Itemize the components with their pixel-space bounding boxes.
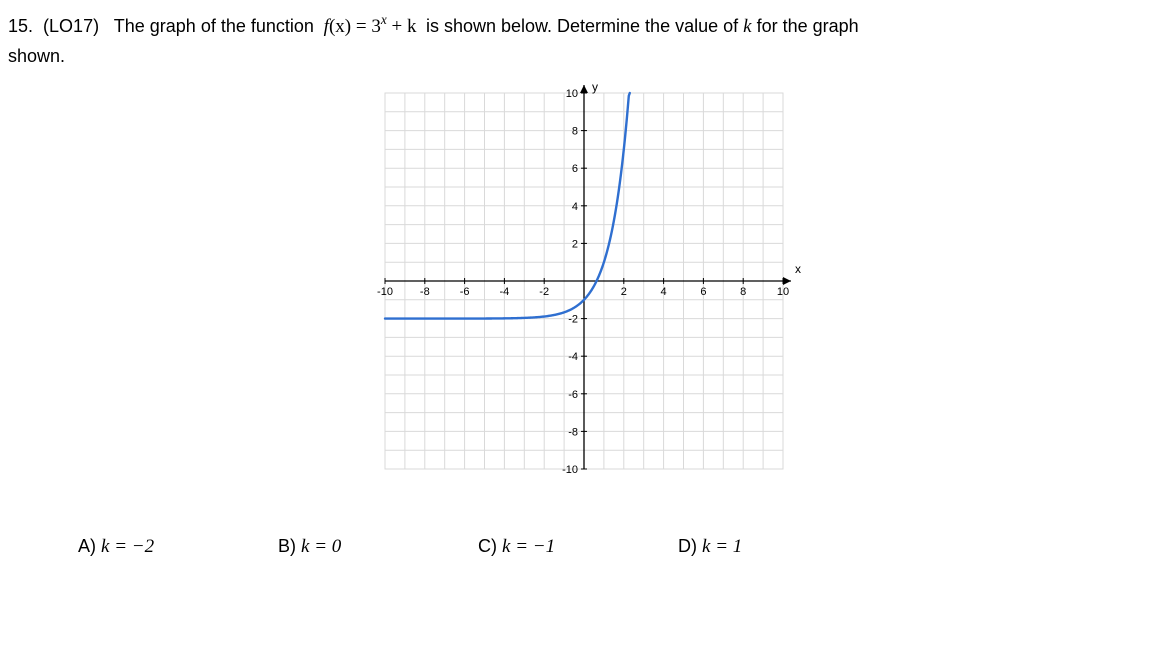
question-text-before: The graph of the function	[114, 16, 314, 36]
svg-text:-6: -6	[568, 389, 578, 401]
answer-a-lead: A)	[78, 536, 96, 556]
svg-text:-4: -4	[500, 286, 510, 298]
svg-text:2: 2	[572, 239, 578, 251]
svg-text:-2: -2	[568, 314, 578, 326]
answer-b: B) k = 0	[278, 536, 478, 558]
answer-a-math: k = −2	[101, 536, 154, 557]
svg-text:4: 4	[661, 286, 667, 298]
svg-text:-6: -6	[460, 286, 470, 298]
svg-text:x: x	[795, 262, 801, 276]
svg-text:-4: -4	[568, 351, 578, 363]
formula-tail: + k	[387, 16, 417, 37]
svg-text:10: 10	[566, 88, 578, 100]
svg-text:8: 8	[740, 286, 746, 298]
answer-c: C) k = −1	[478, 536, 678, 558]
answer-d-math: k = 1	[702, 536, 742, 557]
svg-text:4: 4	[572, 201, 578, 213]
svg-text:8: 8	[572, 126, 578, 138]
question-var-k: k	[743, 16, 751, 37]
answer-c-math: k = −1	[502, 536, 555, 557]
chart-svg: -10 -8 -6 -4 -2 2 4 6 8 10 -10 -8 -6 -4 -2 2 4 6 8 10 x y	[373, 81, 803, 481]
answer-d-lead: D)	[678, 536, 697, 556]
answer-b-lead: B)	[278, 536, 296, 556]
svg-text:2: 2	[621, 286, 627, 298]
question-text: 15. (LO17) The graph of the function f(x…	[8, 12, 1168, 71]
svg-text:-10: -10	[562, 464, 578, 476]
svg-text:-10: -10	[377, 286, 393, 298]
formula-sup: x	[381, 12, 387, 27]
answer-b-math: k = 0	[301, 536, 341, 557]
question-formula: f(x) = 3x + k	[319, 16, 426, 37]
svg-text:6: 6	[572, 163, 578, 175]
svg-text:10: 10	[777, 286, 789, 298]
svg-text:-8: -8	[420, 286, 430, 298]
chart-area: -10 -8 -6 -4 -2 2 4 6 8 10 -10 -8 -6 -4 -2 2 4 6 8 10 x y	[8, 81, 1168, 486]
svg-text:-8: -8	[568, 427, 578, 439]
svg-text:6: 6	[700, 286, 706, 298]
question-text-line2: shown.	[8, 46, 65, 66]
svg-text:y: y	[592, 81, 598, 94]
question-code: (LO17)	[43, 16, 99, 36]
answer-c-lead: C)	[478, 536, 497, 556]
answer-a: A) k = −2	[78, 536, 278, 558]
question-text-after: for the graph	[757, 16, 859, 36]
question-text-mid: is shown below. Determine the value of	[426, 16, 738, 36]
question-number: 15.	[8, 16, 33, 36]
formula-body: (x) = 3	[329, 16, 381, 37]
svg-text:-2: -2	[539, 286, 549, 298]
answers-row: A) k = −2 B) k = 0 C) k = −1 D) k = 1	[8, 536, 1168, 558]
answer-d: D) k = 1	[678, 536, 878, 558]
